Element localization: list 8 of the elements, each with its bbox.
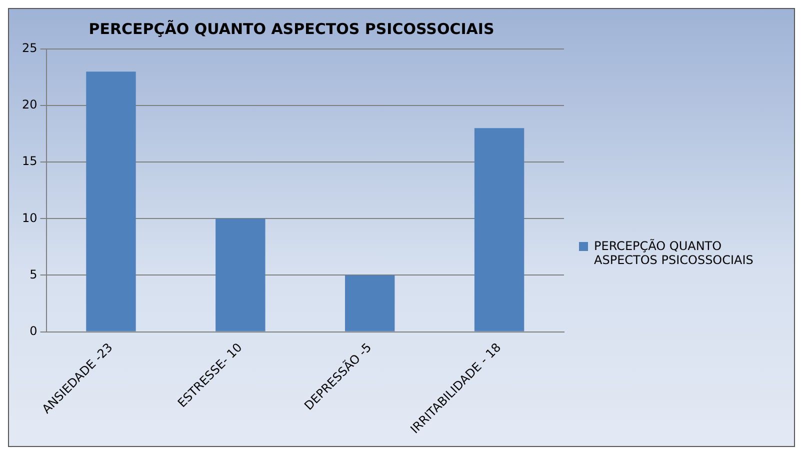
y-tick-label: 5 bbox=[30, 267, 38, 282]
y-tick-label: 25 bbox=[22, 41, 38, 56]
y-tick-label: 10 bbox=[22, 210, 38, 225]
legend-label: PERCEPÇÃO QUANTO ASPECTOS PSICOSSOCIAIS bbox=[594, 239, 754, 267]
chart-title: PERCEPÇÃO QUANTO ASPECTOS PSICOSSOCIAIS bbox=[88, 20, 494, 38]
y-tick-label: 15 bbox=[22, 154, 38, 168]
y-tick-label: 0 bbox=[30, 324, 38, 338]
y-tick-label: 20 bbox=[22, 98, 38, 112]
